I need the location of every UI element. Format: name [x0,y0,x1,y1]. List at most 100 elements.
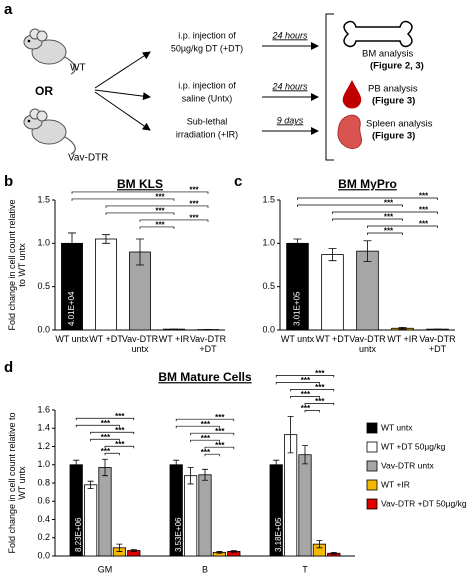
legend-swatch [366,422,378,434]
treatment-text: irradiation (+IR) [176,129,238,139]
significance-bracket [367,225,438,228]
significance-bracket [190,439,220,443]
error-bar [398,327,407,330]
significance-bracket [332,211,438,214]
x-tick-label: WT untx [55,334,89,344]
y-tick-label: 0.6 [37,496,50,506]
significance-label: *** [115,426,125,435]
significance-label: *** [201,420,211,429]
y-tick-label: 0.4 [37,514,50,524]
bar-annotation: 3.01E+05 [293,291,302,326]
significance-bracket [290,396,320,399]
arrow [94,91,151,131]
mouse-icon [23,28,76,75]
x-tick-label: T [302,564,308,574]
panel-label: b [4,173,13,190]
significance-label: *** [419,220,429,229]
bar [321,254,344,331]
bar [356,250,379,331]
significance-label: *** [155,193,165,202]
significance-label: *** [189,200,199,209]
bar-annotation: 8.23E+06 [74,517,83,552]
significance-bracket [90,431,135,435]
significance-bracket [290,389,335,392]
significance-label: *** [201,448,211,457]
analysis-name: BM analysis [362,49,413,60]
error-bar [130,549,137,552]
significance-bracket [104,445,135,449]
bar [183,475,198,557]
error-bar [328,248,337,262]
significance-label: *** [101,419,111,428]
error-bar [73,459,80,470]
analysis-name: PB analysis [368,84,418,95]
spleen-icon [337,114,363,149]
bar-annotation: 3.18E+05 [274,517,283,552]
significance-bracket [75,424,120,428]
error-bar [202,468,208,481]
chart-title: BM MyPro [338,177,397,191]
treatment-text: 50µg/kg DT (+DT) [171,43,243,53]
y-tick-label: 1.0 [37,238,50,248]
significance-bracket [204,453,220,457]
error-bar [316,540,323,549]
significance-label: *** [315,397,325,406]
significance-label: *** [301,376,311,385]
legend-swatch [366,460,378,472]
significance-bracket [75,417,135,421]
significance-bracket [104,452,120,456]
significance-bracket [90,438,120,442]
significance-bracket [297,197,438,200]
arrow [94,51,151,89]
error-bar [230,550,237,553]
x-tick-label: B [202,564,208,574]
y-tick-label: 1.5 [262,194,275,204]
time-label: 9 days [277,115,304,125]
significance-bracket [304,410,320,413]
x-tick-label: Vav-DTR +DT [419,334,456,354]
error-bar [116,543,123,552]
error-bar [302,445,308,465]
significance-bracket [297,204,403,207]
y-tick-label: 0.5 [37,281,50,291]
x-tick-label: WT +IR [158,334,190,344]
analysis-ref: (Figure 3) [372,96,415,107]
y-tick-label: 0.8 [37,477,50,487]
significance-label: *** [315,383,325,392]
chart-title: BM Mature Cells [158,370,252,384]
error-bar [216,551,223,554]
y-axis-label: Fold change in cell count relative to WT… [7,199,27,331]
y-tick-label: 1.5 [37,194,50,204]
bone-icon [343,20,413,48]
panel-label: a [4,1,13,18]
significance-bracket [71,191,209,194]
legend-label: WT +DT 50µg/kg [381,441,446,451]
error-bar [102,234,110,244]
error-bar [187,467,194,485]
significance-bracket [275,375,335,378]
panel-label: d [4,359,13,376]
error-bar [102,458,108,477]
significance-label: *** [101,433,111,442]
analysis-name: Spleen analysis [366,119,433,130]
error-bar [173,459,180,470]
significance-label: *** [101,447,111,456]
x-tick-label: Vav-DTR untx [121,334,159,354]
y-tick-label: 0.0 [37,550,50,560]
significance-label: *** [215,427,225,436]
analysis-ref: (Figure 3) [372,131,415,142]
treatment-text: Sub-lethal [187,116,228,126]
significance-bracket [105,205,209,208]
y-tick-label: 1.0 [37,459,50,469]
significance-bracket [139,219,209,222]
mouse-label: WT [70,63,86,74]
x-tick-label: WT +DT [315,334,350,344]
y-tick-label: 0.0 [37,324,50,334]
significance-label: *** [215,441,225,450]
bracket [325,13,334,161]
significance-label: *** [384,199,394,208]
significance-label: *** [301,390,311,399]
legend-swatch [366,479,378,491]
